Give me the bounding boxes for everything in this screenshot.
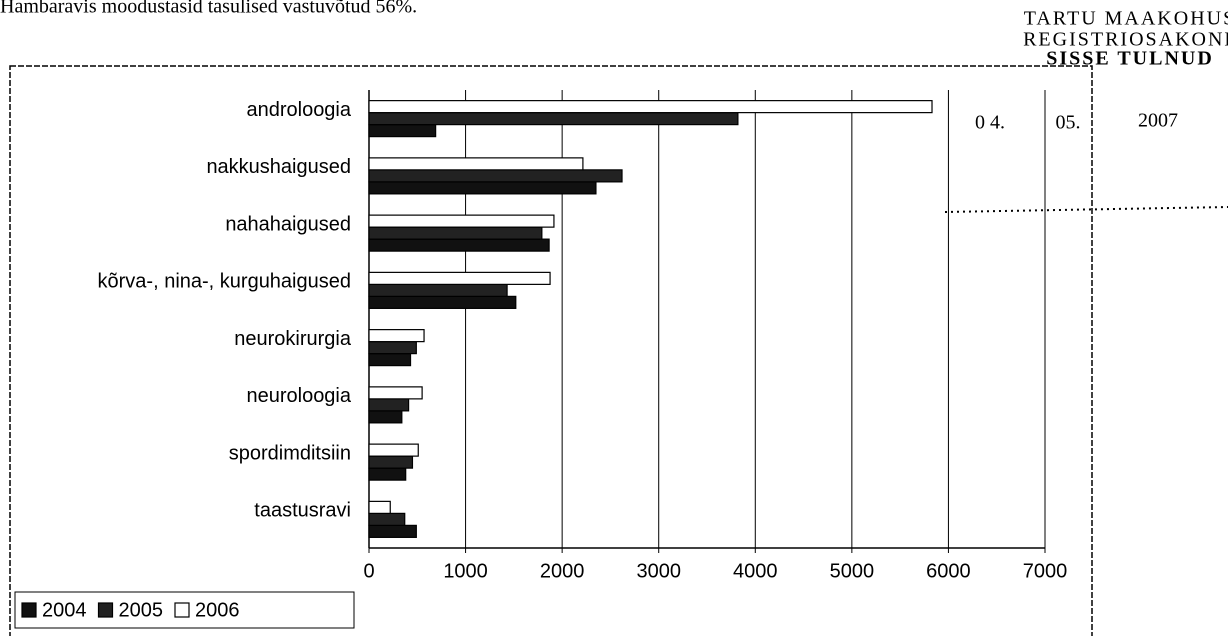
stamp-date: 2007: [1138, 110, 1178, 132]
stamp-line: TARTU MAAKOHUS: [1024, 8, 1228, 30]
dotted-line: [944, 206, 1228, 213]
x-tick-label: 3000: [636, 560, 681, 582]
legend-marker: [174, 602, 190, 618]
stamp-line: REGISTRIOSAKOND: [1023, 29, 1228, 51]
bar: [368, 353, 412, 367]
y-tick-label: neurokirurgia: [234, 328, 352, 350]
bar: [368, 283, 508, 297]
bar: [368, 410, 403, 424]
bar: [368, 524, 417, 538]
y-tick-label: kõrva-, nina-, kurguhaigused: [98, 271, 351, 293]
y-tick-label: taastusravi: [254, 500, 351, 522]
body-text: Hambaravis moodustasid tasulised vastuvõ…: [0, 0, 417, 18]
chart-frame: [9, 65, 1093, 636]
legend-label: 2006: [195, 599, 240, 621]
stamp-date: 05.: [1056, 112, 1081, 134]
bar: [368, 443, 419, 457]
legend-label: 2004: [42, 599, 87, 621]
bar: [368, 386, 423, 400]
y-tick-label: androloogia: [246, 99, 351, 121]
bar: [368, 181, 597, 195]
bar: [368, 512, 406, 526]
bar: [368, 124, 437, 138]
bar: [368, 226, 543, 240]
legend-label: 2005: [119, 599, 164, 621]
y-tick-label: nakkushaigused: [206, 156, 351, 178]
bar: [368, 157, 584, 171]
x-tick-label: 2000: [540, 560, 585, 582]
bar: [368, 500, 391, 514]
x-tick-label: 7000: [1023, 560, 1068, 582]
bar: [368, 112, 739, 126]
bar: [368, 398, 410, 412]
y-tick-label: nahahaigused: [225, 213, 351, 235]
legend-marker: [21, 602, 37, 618]
bar: [368, 455, 414, 469]
bar: [368, 341, 417, 355]
x-tick-label: 5000: [830, 560, 875, 582]
bar: [368, 467, 407, 481]
bar: [368, 214, 555, 228]
legend-marker: [97, 602, 114, 618]
x-tick-label: 6000: [926, 560, 971, 582]
stamp-line: SISSE TULNUD: [1046, 48, 1214, 70]
x-tick-label: 0: [363, 560, 374, 582]
x-tick-label: 4000: [733, 560, 778, 582]
bar: [368, 169, 623, 183]
y-tick-label: neuroloogia: [246, 385, 351, 407]
y-tick-label: spordimditsiin: [229, 442, 351, 464]
bar: [368, 238, 550, 252]
stamp-date: 0 4.: [975, 112, 1005, 134]
bar: [368, 329, 425, 343]
bar: [368, 100, 933, 114]
x-tick-label: 1000: [443, 560, 488, 582]
bar: [368, 295, 517, 309]
bar: [368, 271, 551, 285]
